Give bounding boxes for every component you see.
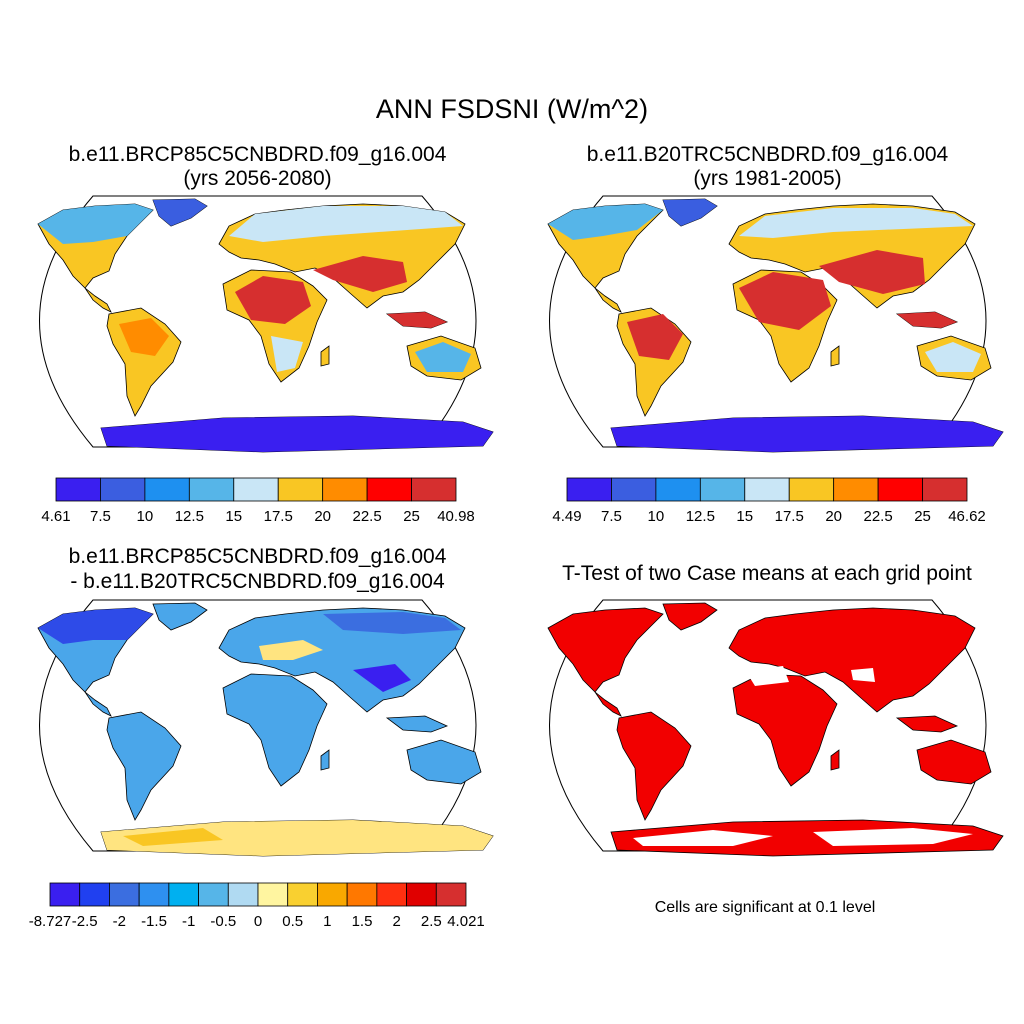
colorbar-tick-label: 17.5 (264, 508, 293, 525)
panel-1-title: b.e11.BRCP85C5CNBDRD.f09_g16.004 (68, 143, 447, 166)
colorbar-swatch (287, 882, 318, 907)
colorbar-swatch (138, 882, 170, 907)
colorbar-panel-1: 4.61 7.5 10 12.5 15 17.5 20 22.5 25 40.98 (41, 477, 475, 525)
colorbar-swatch (566, 477, 612, 502)
colorbar-tick-label: 4.49 (552, 508, 581, 525)
colorbar-swatch (611, 477, 657, 502)
colorbar-swatch (188, 477, 235, 502)
colorbar-tick-label: 22.5 (864, 508, 893, 525)
colorbar-tick-label: 15 (736, 508, 753, 525)
colorbar-swatch (366, 477, 412, 502)
colorbar-tick-label: -0.5 (210, 913, 236, 930)
colorbar-swatch (317, 882, 348, 907)
colorbar-swatch (277, 477, 324, 502)
colorbar-panel-2: 4.49 7.5 10 12.5 15 17.5 20 22.5 25 46.62 (552, 477, 986, 525)
colorbar-swatch (655, 477, 701, 502)
colorbar-swatch (198, 882, 229, 907)
panel-3-title: b.e11.BRCP85C5CNBDRD.f09_g16.004 (68, 545, 447, 568)
colorbar-swatch (168, 882, 199, 907)
colorbar-swatch (376, 882, 407, 907)
colorbar-tick-label: 1.5 (352, 913, 373, 930)
panel-3-map (37, 599, 494, 857)
panel-2-subtitle: (yrs 1981-2005) (693, 167, 842, 190)
colorbar-tick-label: 25 (403, 508, 420, 525)
colorbar-tick-label: -8.727 (29, 913, 72, 930)
colorbar-tick-label: 10 (648, 508, 665, 525)
colorbar-tick-label: 0 (254, 913, 262, 930)
colorbar-swatch (699, 477, 746, 502)
colorbar-tick-label: 25 (914, 508, 931, 525)
colorbar-tick-label: 4.61 (41, 508, 70, 525)
panel-1-map (37, 195, 494, 453)
colorbar-tick-label: 4.021 (447, 913, 485, 930)
colorbar-panel-3: -8.727 -2.5 -2 -1.5 -1 -0.5 0 0.5 1 1.5 2 2.5 4.021 (29, 882, 485, 930)
colorbar-swatch (257, 882, 289, 907)
significance-note: Cells are significant at 0.1 level (654, 899, 876, 916)
colorbar-tick-label: 15 (225, 508, 242, 525)
colorbar-tick-label: 2 (392, 913, 400, 930)
colorbar-swatch (877, 477, 923, 502)
colorbar-swatch (55, 477, 101, 502)
colorbar-swatch (100, 477, 146, 502)
colorbar-tick-label: 2.5 (421, 913, 442, 930)
colorbar-tick-label: 7.5 (601, 508, 622, 525)
colorbar-swatch (227, 882, 259, 907)
colorbar-tick-label: -1.5 (141, 913, 167, 930)
colorbar-tick-label: 10 (137, 508, 154, 525)
colorbar-tick-label: 12.5 (686, 508, 715, 525)
colorbar-swatch (233, 477, 279, 502)
colorbar-swatch (406, 882, 437, 907)
colorbar-swatch (322, 477, 368, 502)
panel-3-subtitle: - b.e11.B20TRC5CNBDRD.f09_g16.004 (70, 570, 445, 593)
colorbar-tick-label: 1 (323, 913, 331, 930)
colorbar-swatch (435, 882, 467, 907)
colorbar-swatch (79, 882, 110, 907)
panel-4-title: T-Test of two Case means at each grid po… (562, 562, 972, 585)
colorbar-swatch (788, 477, 835, 502)
colorbar-tick-label: -1 (182, 913, 195, 930)
panel-2-title: b.e11.B20TRC5CNBDRD.f09_g16.004 (586, 143, 949, 166)
colorbar-tick-label: -2 (113, 913, 126, 930)
colorbar-tick-label: 7.5 (90, 508, 111, 525)
panel-4-map (547, 599, 1004, 857)
colorbar-tick-label: 40.98 (437, 508, 475, 525)
colorbar-tick-label: 22.5 (353, 508, 382, 525)
colorbar-swatch (744, 477, 790, 502)
colorbar-tick-label: 20 (314, 508, 331, 525)
colorbar-swatch (411, 477, 457, 502)
colorbar-swatch (346, 882, 378, 907)
colorbar-tick-label: 46.62 (948, 508, 986, 525)
panel-2-map (547, 195, 1004, 453)
figure-title: ANN FSDSNI (W/m^2) (375, 94, 649, 124)
colorbar-swatch (109, 882, 140, 907)
colorbar-swatch (144, 477, 190, 502)
colorbar-tick-label: 12.5 (175, 508, 204, 525)
colorbar-tick-label: -2.5 (72, 913, 98, 930)
colorbar-tick-label: 20 (825, 508, 842, 525)
colorbar-swatch (49, 882, 81, 907)
colorbar-swatch (922, 477, 968, 502)
panel-1-subtitle: (yrs 2056-2080) (183, 167, 332, 190)
colorbar-swatch (833, 477, 879, 502)
colorbar-tick-label: 0.5 (282, 913, 303, 930)
colorbar-tick-label: 17.5 (775, 508, 804, 525)
